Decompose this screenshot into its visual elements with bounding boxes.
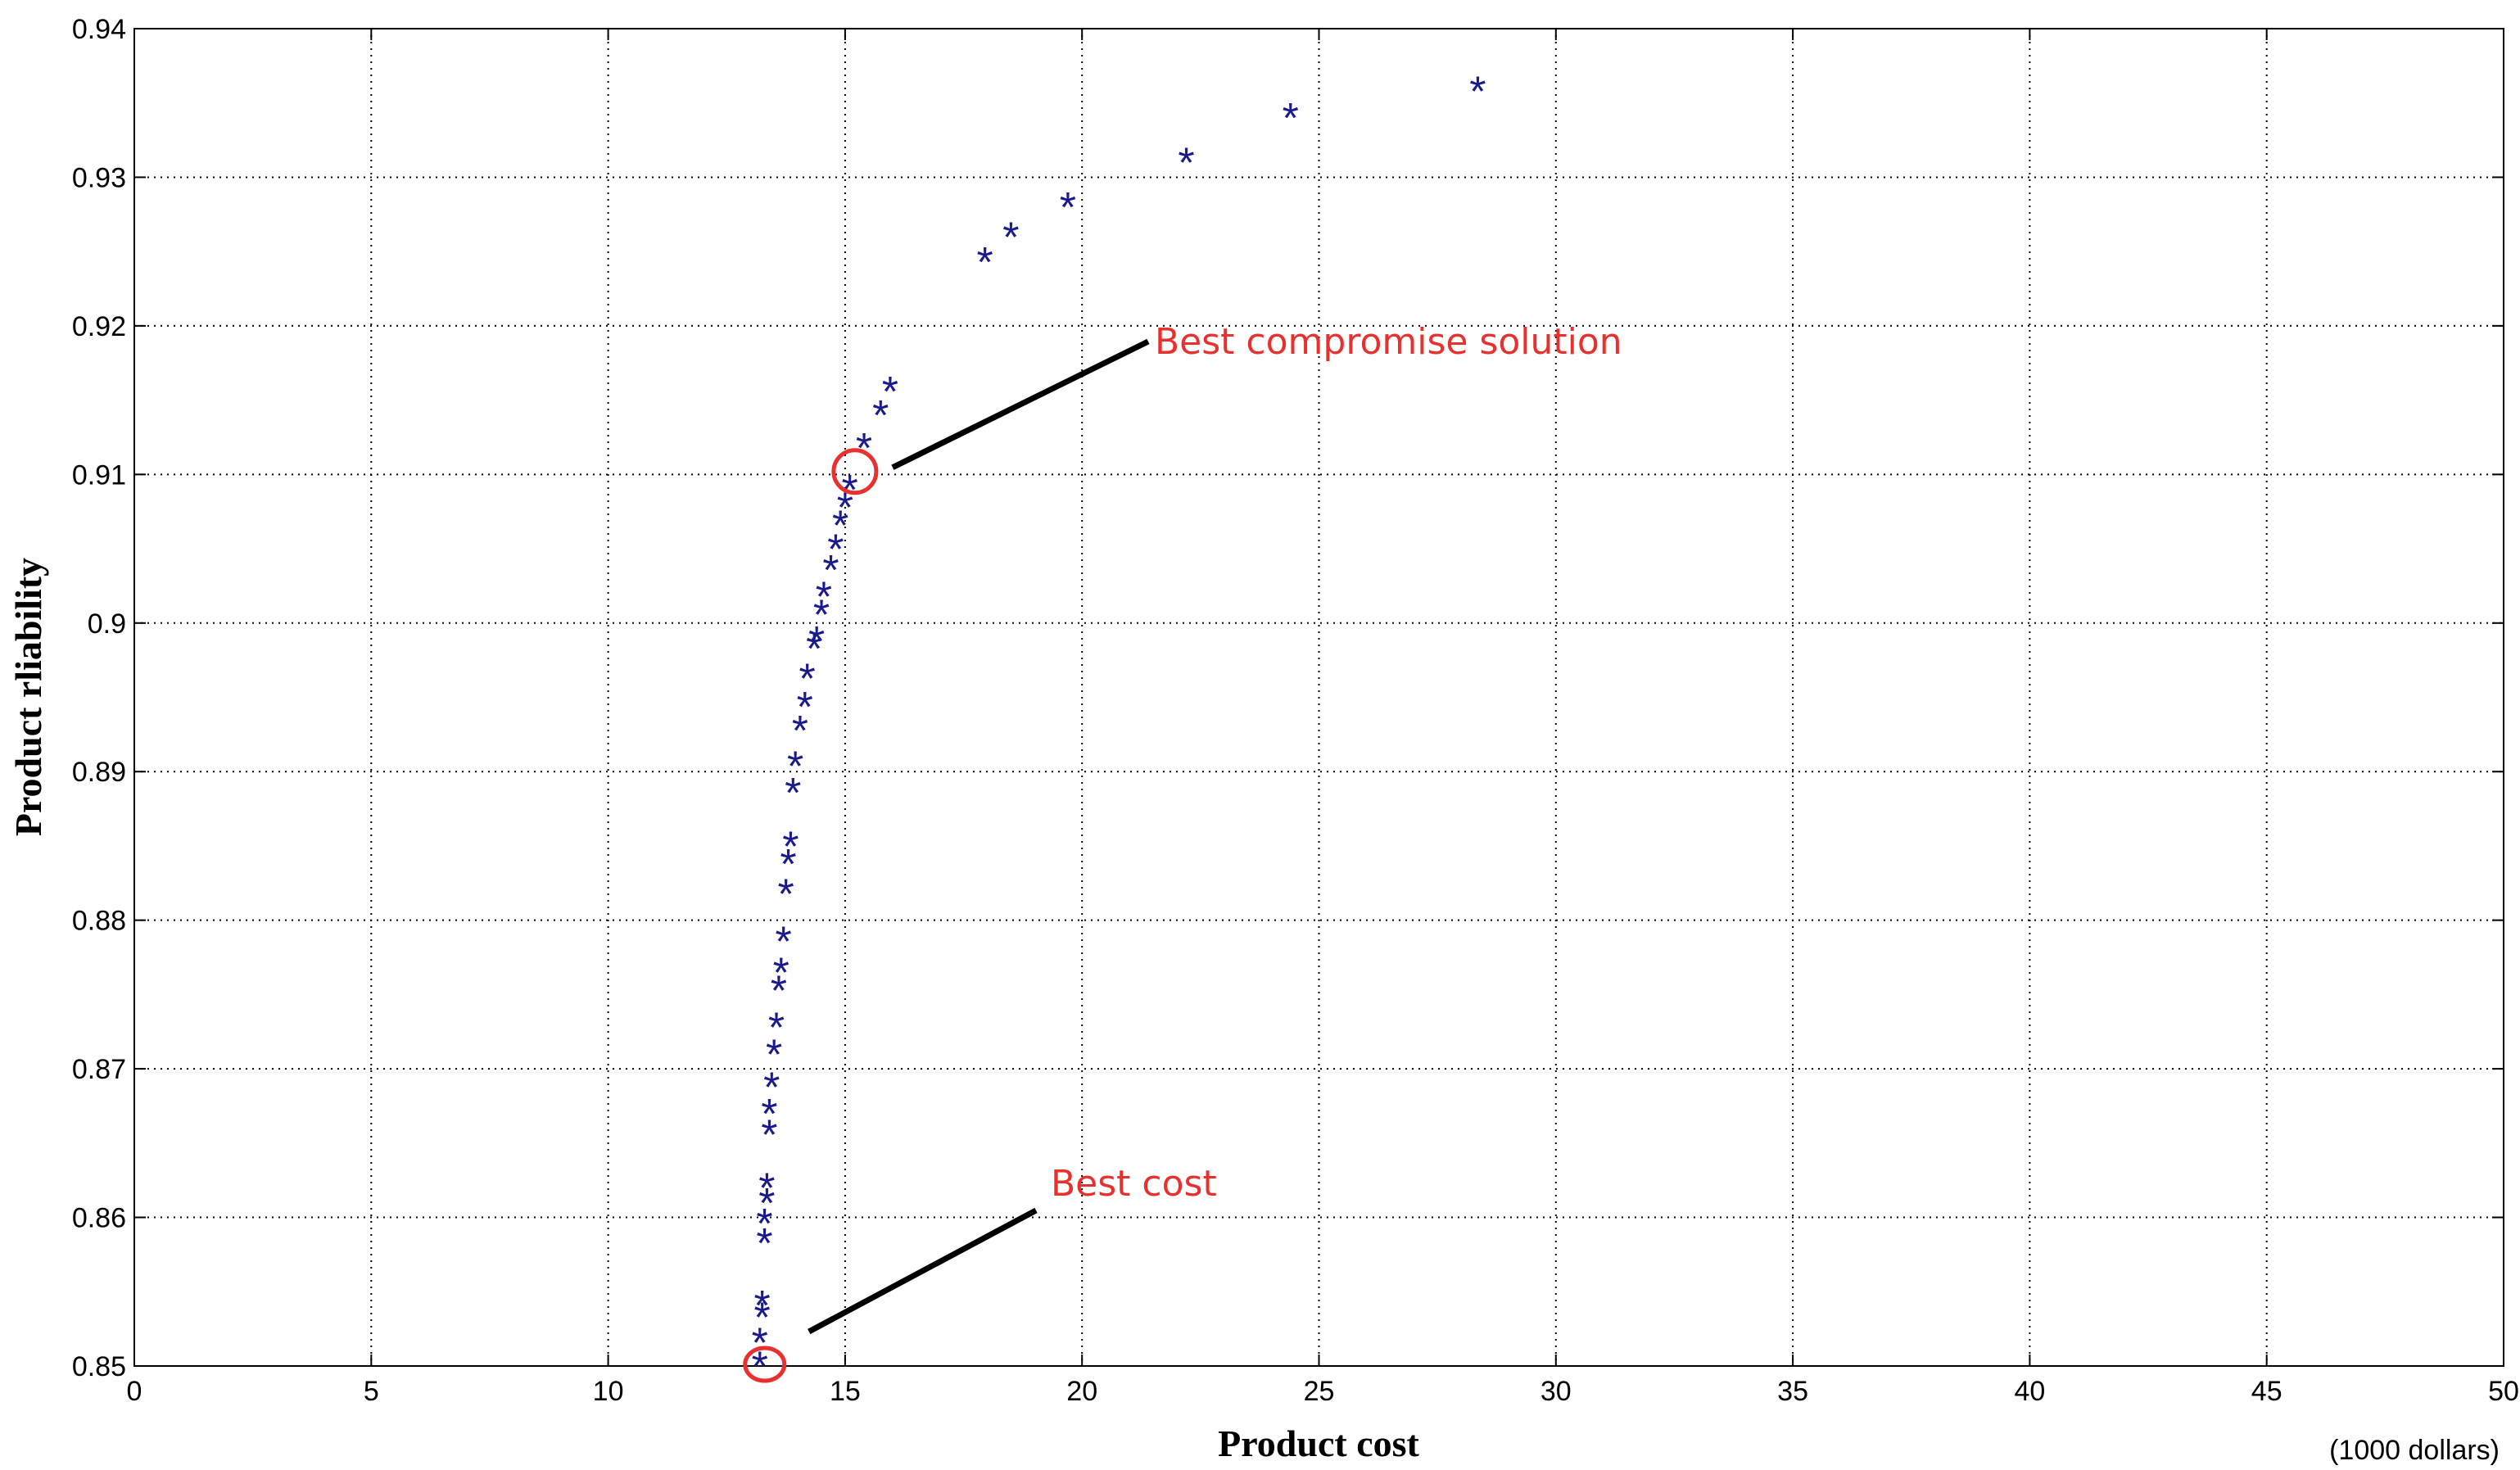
y-tick-label: 0.92 <box>72 311 126 342</box>
data-point: * <box>787 743 803 790</box>
x-tick-label: 15 <box>830 1376 861 1407</box>
data-point: * <box>799 655 815 703</box>
data-point: * <box>827 526 844 573</box>
data-point: * <box>808 618 825 666</box>
x-axis-unit: (1000 dollars) <box>2329 1435 2500 1466</box>
data-point: * <box>754 1282 771 1330</box>
x-tick-label: 35 <box>1777 1376 1808 1407</box>
data-point: * <box>1178 140 1194 188</box>
y-tick-label: 0.91 <box>72 459 126 491</box>
data-point: * <box>761 1111 777 1159</box>
y-tick-label: 0.87 <box>72 1054 126 1085</box>
axis-ticks <box>133 28 2504 1367</box>
compromise-annotation-label: Best compromise solution <box>1155 321 1622 363</box>
x-tick-label: 5 <box>364 1376 379 1407</box>
data-point: * <box>780 841 796 889</box>
data-point: * <box>856 425 872 473</box>
data-point: * <box>752 1319 768 1367</box>
y-tick-label: 0.9 <box>88 608 126 640</box>
x-tick-label: 20 <box>1066 1376 1097 1407</box>
data-point: * <box>837 485 853 532</box>
grid-lines <box>134 29 2504 1366</box>
data-point: * <box>1469 69 1486 116</box>
y-tick-label: 0.89 <box>72 757 126 788</box>
x-tick-labels: 0 5 10 15 20 25 30 35 40 45 50 <box>127 1376 2519 1407</box>
x-tick-label: 10 <box>593 1376 624 1407</box>
y-tick-label: 0.94 <box>72 14 126 45</box>
y-tick-label: 0.93 <box>72 162 126 193</box>
data-point: * <box>976 239 993 287</box>
data-point: * <box>761 1091 777 1138</box>
best-cost-highlight-circle <box>743 1346 787 1383</box>
data-point: * <box>792 708 808 755</box>
x-axis-title: Product cost <box>1218 1423 1419 1464</box>
compromise-pointer-line <box>891 338 1150 470</box>
y-tick-label: 0.85 <box>72 1351 126 1382</box>
data-point: * <box>872 392 889 440</box>
x-tick-label: 45 <box>2251 1376 2282 1407</box>
best-cost-pointer-line <box>808 1207 1038 1335</box>
x-tick-label: 25 <box>1304 1376 1335 1407</box>
data-point: * <box>758 1180 775 1228</box>
y-tick-label: 0.86 <box>72 1203 126 1234</box>
annotations: Best compromise solution Best cost <box>743 321 1622 1383</box>
data-point: * <box>768 1005 785 1052</box>
x-tick-label: 0 <box>127 1376 143 1407</box>
best-cost-annotation-label: Best cost <box>1051 1163 1217 1205</box>
data-points: ****************************************… <box>752 69 1486 1391</box>
x-tick-label: 40 <box>2014 1376 2045 1407</box>
data-point: * <box>1283 95 1299 142</box>
compromise-highlight-circle <box>831 448 879 495</box>
data-point: * <box>756 1220 772 1268</box>
data-point: * <box>754 1294 771 1341</box>
data-point: * <box>813 591 830 639</box>
data-point: * <box>806 626 822 673</box>
data-point: * <box>763 1064 780 1111</box>
data-point: * <box>816 573 832 621</box>
x-tick-label: 50 <box>2488 1376 2519 1407</box>
data-point: * <box>882 369 898 416</box>
y-tick-label: 0.88 <box>72 906 126 937</box>
data-point: * <box>758 1165 775 1213</box>
y-tick-labels: 0.85 0.86 0.87 0.88 0.89 0.9 0.91 0.92 0.93 0.94 <box>72 14 126 1382</box>
data-point: * <box>776 918 792 966</box>
data-point: * <box>1002 214 1019 261</box>
data-point: * <box>773 950 789 997</box>
data-point: * <box>785 770 801 817</box>
data-point: * <box>766 1031 782 1079</box>
data-point: * <box>771 967 787 1015</box>
y-axis-title: Product rliability <box>7 558 49 836</box>
data-point: * <box>777 871 794 918</box>
data-point: * <box>832 502 848 550</box>
data-point: * <box>1060 184 1076 232</box>
x-tick-label: 30 <box>1541 1376 1572 1407</box>
data-point: * <box>822 547 839 595</box>
data-point: * <box>797 684 813 731</box>
data-point: * <box>782 823 799 871</box>
data-point: * <box>756 1201 772 1248</box>
